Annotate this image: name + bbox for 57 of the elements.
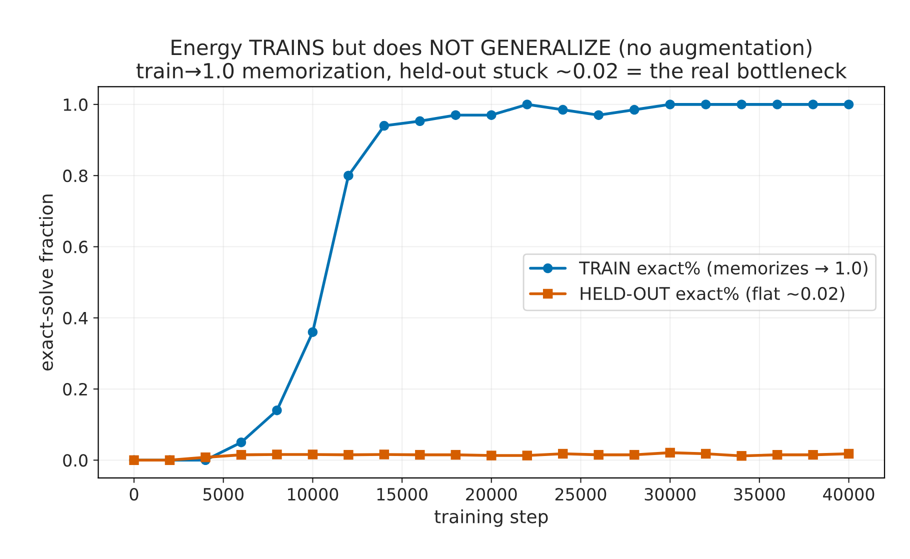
point bbox=[629, 104, 640, 115]
y-tick-label: 0.2 bbox=[63, 382, 87, 396]
point bbox=[236, 450, 246, 460]
point bbox=[272, 405, 282, 416]
point bbox=[736, 451, 746, 461]
point bbox=[700, 448, 711, 459]
point bbox=[486, 450, 496, 460]
x-axis-title: training step bbox=[434, 509, 548, 527]
y-axis-title: exact-solve fraction bbox=[39, 194, 53, 371]
x-tick-label: 30000 bbox=[644, 488, 696, 501]
point bbox=[594, 450, 604, 460]
point bbox=[379, 120, 390, 131]
point bbox=[844, 448, 854, 459]
point bbox=[486, 110, 496, 120]
point bbox=[772, 450, 782, 460]
point bbox=[415, 116, 425, 126]
x-tick-label: 5000 bbox=[203, 488, 244, 501]
point bbox=[665, 100, 675, 110]
y-tick-label: 0.8 bbox=[63, 170, 88, 182]
point bbox=[808, 100, 818, 110]
x-tick-label: 25000 bbox=[555, 488, 606, 501]
x-tick-label: 10000 bbox=[288, 488, 338, 501]
point bbox=[236, 438, 246, 448]
point bbox=[594, 110, 604, 120]
point bbox=[844, 100, 854, 110]
legend-label: HELD-OUT exact% (flat ~0.02) bbox=[580, 286, 844, 302]
point bbox=[200, 452, 210, 462]
chart-title: Energy TRAINS but does NOT GENERALIZE (no augmentation) train→1.0 memorization, held-out stuck ~0.02 = the real bottleneck bbox=[136, 39, 847, 81]
point bbox=[308, 327, 318, 337]
point bbox=[522, 450, 532, 460]
point bbox=[344, 450, 354, 460]
point bbox=[522, 100, 532, 110]
x-tick-label: 0 bbox=[130, 488, 138, 501]
point bbox=[379, 450, 390, 460]
point bbox=[344, 170, 354, 180]
x-tick-label: 40000 bbox=[823, 488, 874, 501]
point bbox=[808, 450, 818, 460]
point bbox=[272, 450, 282, 460]
x-tick-label: 35000 bbox=[734, 488, 785, 501]
point bbox=[665, 448, 675, 458]
legend-label: TRAIN exact% (memorizes → 1.0) bbox=[579, 261, 868, 277]
point bbox=[450, 450, 461, 460]
point bbox=[415, 450, 425, 460]
y-tick-label: 0.4 bbox=[63, 312, 88, 324]
x-tick-label: 20000 bbox=[466, 488, 517, 501]
point bbox=[736, 100, 746, 110]
point bbox=[772, 100, 782, 110]
point bbox=[700, 100, 711, 110]
point bbox=[558, 104, 568, 115]
y-tick-label: 1.0 bbox=[64, 98, 88, 111]
point bbox=[629, 450, 640, 460]
point bbox=[558, 448, 568, 459]
point bbox=[308, 450, 318, 460]
y-tick-label: 0.6 bbox=[63, 240, 88, 254]
y-tick-label: 0.0 bbox=[63, 454, 88, 467]
x-tick-label: 15000 bbox=[377, 488, 428, 501]
point bbox=[450, 110, 461, 120]
